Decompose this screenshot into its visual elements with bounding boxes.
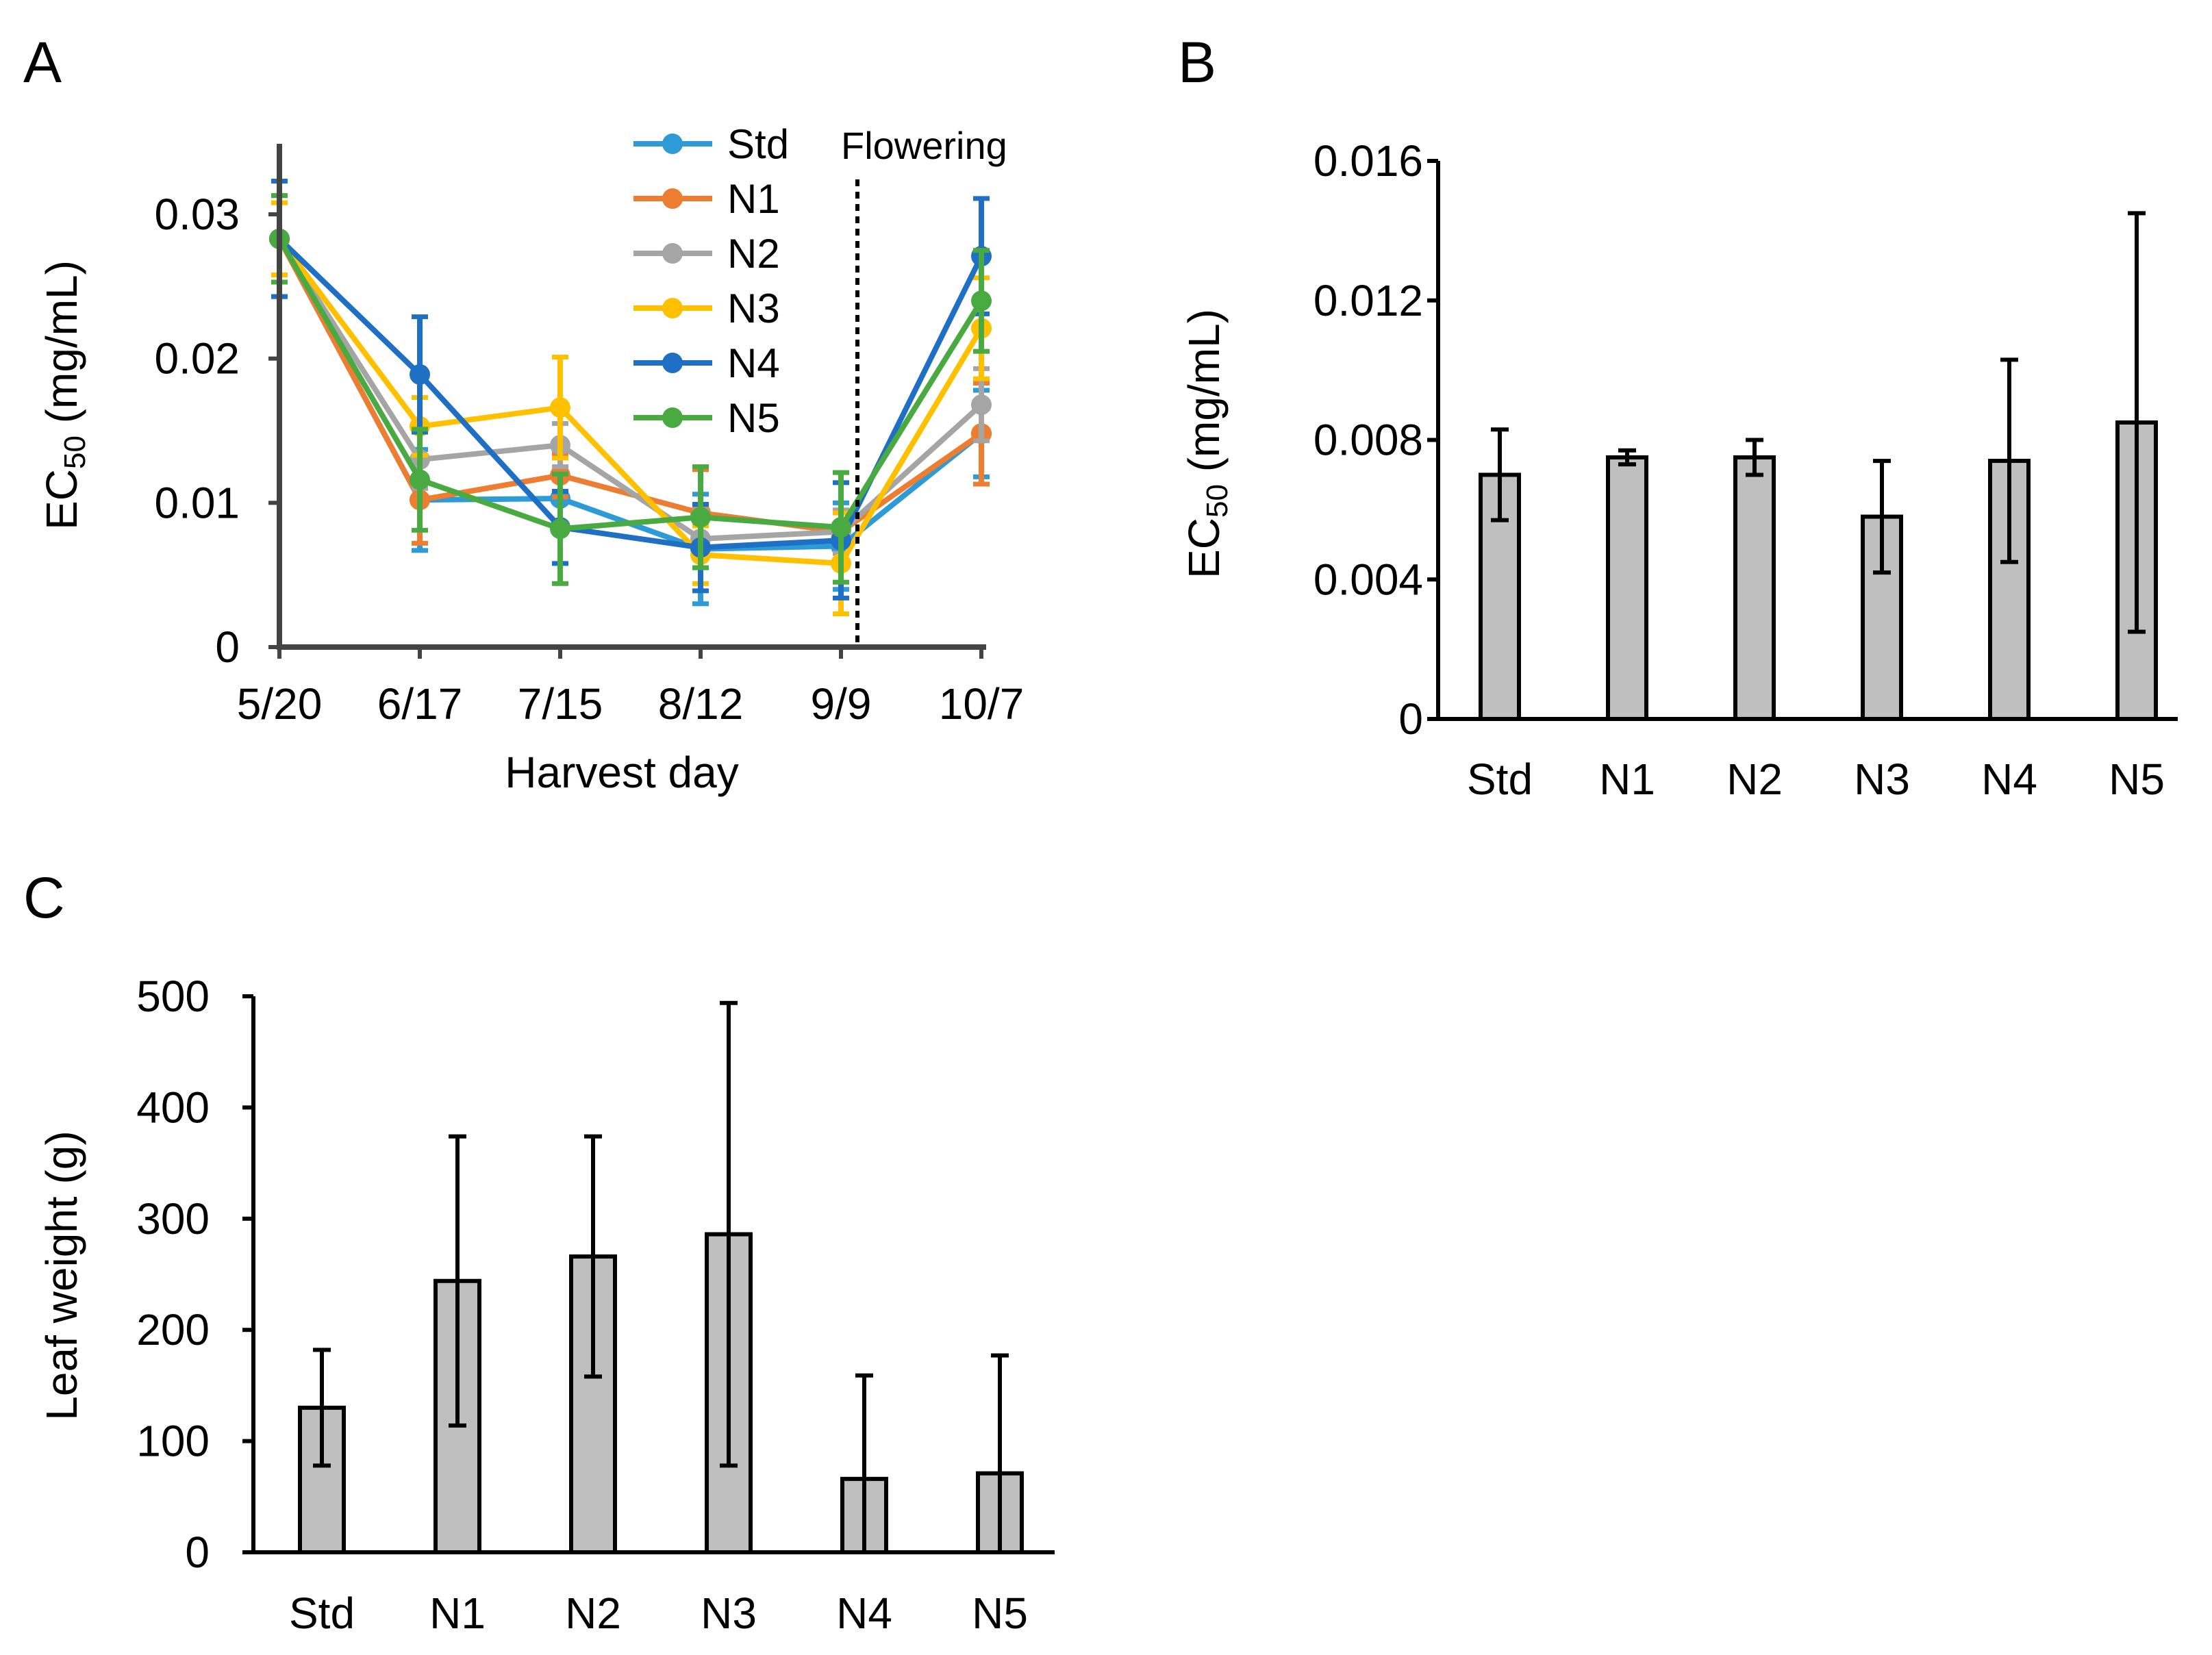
panel-a-x-tick-label: 7/15 <box>518 679 603 729</box>
panel-a-y-axis-title: EC50 (mg/mL) <box>37 260 92 530</box>
panel-b-x-tick-label: N4 <box>1981 755 2037 804</box>
panel-b-bar-n2 <box>1733 455 1776 721</box>
panel-a-x-tick-label: 5/20 <box>237 679 323 729</box>
panel-a-x-tick-label: 8/12 <box>658 679 744 729</box>
data-point <box>690 507 711 528</box>
legend-swatch-marker <box>662 188 683 209</box>
series-line-n2 <box>277 237 983 542</box>
panel-label-b: B <box>1178 30 1216 94</box>
panel-b-bar-n1 <box>1606 455 1648 721</box>
panel-b-y-tick-label: 0.012 <box>1314 276 1423 325</box>
legend-label: Std <box>727 121 789 167</box>
panel-c-x-tick-label: Std <box>289 1589 355 1638</box>
panel-c-y-tick-label: 100 <box>136 1417 210 1466</box>
panel-b-bar-chart: B 0 0.004 0.008 0.012 0.016 Std N1 N2 N3 N4 N5 EC… <box>1178 30 2178 804</box>
panel-b-y-tick-label: 0.004 <box>1314 555 1423 604</box>
legend-item-n1: N1 <box>633 176 780 222</box>
legend-swatch-marker <box>662 243 683 264</box>
panel-a-y-ticks: 0 0.01 0.02 0.03 <box>154 190 279 672</box>
panel-a-y-tick-label: 0.03 <box>154 190 240 239</box>
panel-c-x-tick-label: N2 <box>565 1589 621 1638</box>
series-n1 <box>269 193 992 559</box>
panel-c-bar-chart: C 0 100 200 300 400 500 Std N1 N2 N3 N4 N5 Leaf we… <box>23 866 1055 1638</box>
panel-c-y-axis-title: Leaf weight (g) <box>37 1130 86 1420</box>
panel-b-bars <box>1479 211 2158 721</box>
legend-swatch-marker <box>662 407 683 428</box>
panel-a-y-title-unit: (mg/mL) <box>37 260 86 435</box>
panel-b-y-title-main: EC <box>1179 518 1229 579</box>
legend-swatch-marker <box>662 353 683 373</box>
panel-c-y-tick-label: 300 <box>136 1194 210 1243</box>
panel-a-x-tick-label: 6/17 <box>377 679 463 729</box>
panel-b-y-axis-title: EC50 (mg/mL) <box>1179 309 1234 579</box>
panel-a-x-ticks: 5/20 6/17 7/15 8/12 9/9 10/7 <box>237 647 1025 729</box>
panel-label-a: A <box>23 30 62 94</box>
panel-b-y-tick-label: 0.016 <box>1314 136 1423 186</box>
panel-c-y-tick-label: 200 <box>136 1305 210 1354</box>
panel-a-x-axis-title: Harvest day <box>505 748 738 797</box>
legend-item-n3: N3 <box>633 286 780 331</box>
legend-item-n4: N4 <box>633 340 780 386</box>
legend-item-n2: N2 <box>633 231 780 277</box>
series-line-n3 <box>277 237 984 566</box>
panel-c-x-tick-label: N4 <box>836 1589 892 1638</box>
data-point <box>831 517 851 538</box>
panel-c-y-tick-label: 400 <box>136 1083 210 1132</box>
data-point <box>410 364 430 385</box>
panel-c-x-tick-label: N3 <box>701 1589 757 1638</box>
panel-b-y-title-subscript: 50 <box>1201 484 1234 518</box>
panel-a-y-title-main: EC <box>37 469 86 530</box>
panel-a-x-tick-label: 9/9 <box>811 679 872 729</box>
panel-a-legend: Std N1 N2 N3 N4 N5 <box>633 121 789 441</box>
panel-b-y-ticks: 0 0.004 0.008 0.012 0.016 <box>1314 136 1438 744</box>
series-line-n1 <box>277 237 983 535</box>
panel-label-c: C <box>23 866 65 930</box>
panel-b-x-tick-label: N5 <box>2109 755 2165 804</box>
panel-b-x-tick-label: N3 <box>1854 755 1910 804</box>
legend-item-std: Std <box>633 121 789 167</box>
panel-c-x-tick-label: N5 <box>972 1589 1028 1638</box>
panel-c-bars <box>298 1000 1024 1555</box>
panel-b-x-tick-label: Std <box>1467 755 1533 804</box>
panel-b-y-title-unit: (mg/mL) <box>1179 309 1229 484</box>
series-line-n5 <box>277 237 984 532</box>
panel-c-x-tick-label: N1 <box>429 1589 486 1638</box>
data-point <box>410 469 430 490</box>
legend-label: N3 <box>727 286 780 331</box>
data-point <box>550 518 570 540</box>
panel-a-line-chart: A 00.010.020.03 5/20 6/17 7/15 8/12 9/9 10/7 … <box>23 30 1024 797</box>
panel-a-y-tick-label: 0 <box>215 622 240 672</box>
legend-label: N5 <box>727 395 780 441</box>
legend-label: N2 <box>727 231 780 277</box>
panel-a-series <box>269 179 992 617</box>
data-point <box>971 394 992 416</box>
panel-a-x-tick-label: 10/7 <box>939 679 1025 729</box>
legend-swatch-marker <box>662 298 683 318</box>
flowering-annotation: Flowering <box>841 124 1007 167</box>
panel-b-x-tick-label: N1 <box>1599 755 1655 804</box>
panel-a-y-title-subscript: 50 <box>58 435 92 469</box>
legend-swatch-marker <box>662 134 683 154</box>
panel-c-y-ticks: 0 100 200 300 400 500 <box>136 972 253 1577</box>
panel-b-y-tick-label: 0 <box>1398 694 1423 744</box>
legend-label: N4 <box>727 340 780 386</box>
panel-a-y-tick-label: 0.01 <box>154 478 240 527</box>
panel-c-y-tick-label: 500 <box>136 972 210 1021</box>
panel-c-x-ticks: Std N1 N2 N3 N4 N5 <box>289 1589 1028 1638</box>
data-point <box>971 290 992 312</box>
legend-label: N1 <box>727 176 780 222</box>
data-point <box>550 397 570 418</box>
panel-b-x-ticks: Std N1 N2 N3 N4 N5 <box>1467 755 2165 804</box>
panel-c-y-tick-label: 0 <box>185 1528 210 1577</box>
panel-b-x-tick-label: N2 <box>1726 755 1783 804</box>
panel-b-y-tick-label: 0.008 <box>1314 416 1423 465</box>
legend-item-n5: N5 <box>633 395 780 441</box>
panel-a-y-tick-label: 0.02 <box>154 334 240 383</box>
